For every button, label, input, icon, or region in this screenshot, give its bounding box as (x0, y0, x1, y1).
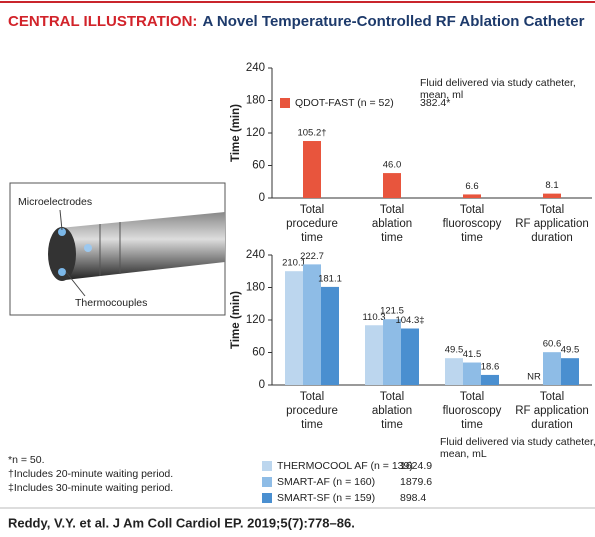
x-tick-line: duration (531, 232, 573, 244)
fluid-value: 382.4* (420, 97, 450, 109)
x-tick-line: Total (380, 204, 404, 216)
bar (383, 173, 401, 198)
y-tick-label: 60 (252, 160, 265, 172)
y-tick-label: 180 (246, 95, 265, 107)
x-tick-label: Total fluoroscopy time (443, 391, 502, 431)
x-tick-line: Total (380, 391, 404, 403)
legend-label: THERMOCOOL AF (n = 139) (277, 460, 413, 472)
fluid-title: Fluid delivered via study catheter, (440, 436, 595, 448)
bar (321, 287, 339, 385)
bar (543, 194, 561, 198)
x-tick-line: time (301, 419, 323, 431)
x-tick-line: procedure (286, 218, 338, 230)
value-label: 18.6 (481, 361, 500, 372)
value-label: 6.6 (465, 181, 478, 192)
x-tick-line: time (461, 419, 483, 431)
bar (445, 358, 463, 385)
value-label: NR (527, 372, 541, 383)
x-tick-label: Total fluoroscopy time (443, 204, 502, 244)
citation: Reddy, V.Y. et al. J Am Coll Cardiol EP.… (8, 515, 355, 530)
value-label: 46.0 (383, 160, 402, 171)
y-axis-title: Time (min) (230, 104, 242, 162)
x-tick-line: Total (460, 391, 484, 403)
x-tick-line: RF application (515, 405, 589, 417)
bar (401, 329, 419, 385)
value-label: 49.5 (445, 345, 464, 356)
x-tick-line: Total (540, 391, 564, 403)
fluid-value: 898.4 (400, 492, 426, 504)
fluid-value: 1624.9 (400, 460, 432, 472)
x-tick-label: Total RF application duration (515, 204, 589, 244)
image-label: Microelectrodes (18, 196, 92, 208)
value-label: 41.5 (463, 349, 482, 360)
header-label: CENTRAL ILLUSTRATION: (8, 13, 197, 30)
y-axis-title: Time (min) (230, 291, 242, 349)
value-label: 104.3‡ (395, 315, 424, 326)
catheter-image: Microelectrodes Thermocouples (10, 183, 225, 315)
x-tick-line: fluoroscopy (443, 405, 502, 417)
value-label: 105.2† (297, 128, 326, 139)
y-tick-label: 0 (259, 192, 265, 204)
legend-swatch (262, 477, 272, 487)
bar (481, 375, 499, 385)
legend-swatch (262, 493, 272, 503)
fluid-value: 1879.6 (400, 476, 432, 488)
footnote: *n = 50. (8, 454, 45, 466)
page: CENTRAL ILLUSTRATION: A Novel Temperature… (0, 0, 595, 537)
bar (365, 325, 383, 385)
fluid-title: mean, mL (440, 448, 487, 460)
x-tick-line: Total (460, 204, 484, 216)
y-tick-label: 240 (246, 62, 265, 74)
bar (561, 358, 579, 385)
x-tick-line: time (381, 419, 403, 431)
bar (543, 352, 561, 385)
y-tick-label: 60 (252, 347, 265, 359)
image-label: Thermocouples (75, 297, 147, 309)
x-tick-label: Total RF application duration (515, 391, 589, 431)
value-label: 222.7 (300, 251, 324, 262)
y-tick-label: 120 (246, 127, 265, 139)
bar (383, 319, 401, 385)
bar (463, 194, 481, 198)
legend-label: SMART-SF (n = 159) (277, 492, 375, 504)
x-tick-line: procedure (286, 405, 338, 417)
header: CENTRAL ILLUSTRATION: A Novel Temperature… (8, 13, 585, 30)
y-tick-label: 180 (246, 282, 265, 294)
fluid-title: Fluid delivered via study catheter, (420, 77, 576, 89)
x-tick-line: Total (300, 204, 324, 216)
bar (285, 271, 303, 385)
x-tick-line: ablation (372, 218, 412, 230)
x-tick-line: Total (540, 204, 564, 216)
x-tick-label: Total procedure time (286, 204, 338, 244)
legend-swatch (262, 461, 272, 471)
x-tick-line: Total (300, 391, 324, 403)
value-label: 8.1 (545, 180, 558, 191)
footnote: ‡Includes 30-minute waiting period. (8, 482, 173, 494)
figure: CENTRAL ILLUSTRATION: A Novel Temperature… (0, 0, 595, 537)
y-tick-label: 0 (259, 379, 265, 391)
x-tick-line: time (461, 232, 483, 244)
legend-label: QDOT-FAST (n = 52) (295, 97, 394, 109)
x-tick-line: fluoroscopy (443, 218, 502, 230)
legend-swatch (280, 98, 290, 108)
y-tick-label: 120 (246, 314, 265, 326)
x-tick-line: time (381, 232, 403, 244)
bar (463, 363, 481, 385)
x-tick-line: RF application (515, 218, 589, 230)
legend-label: SMART-AF (n = 160) (277, 476, 375, 488)
bar (303, 141, 321, 198)
x-tick-label: Total procedure time (286, 391, 338, 431)
x-tick-label: Total ablation time (372, 391, 412, 431)
y-tick-label: 240 (246, 249, 265, 261)
x-tick-line: time (301, 232, 323, 244)
value-label: 49.5 (561, 345, 580, 356)
x-tick-line: ablation (372, 405, 412, 417)
x-tick-line: duration (531, 419, 573, 431)
x-tick-label: Total ablation time (372, 204, 412, 244)
footnote: †Includes 20-minute waiting period. (8, 468, 173, 480)
value-label: 60.6 (543, 339, 562, 350)
header-title: A Novel Temperature-Controlled RF Ablati… (202, 13, 584, 30)
value-label: 181.1 (318, 273, 342, 284)
